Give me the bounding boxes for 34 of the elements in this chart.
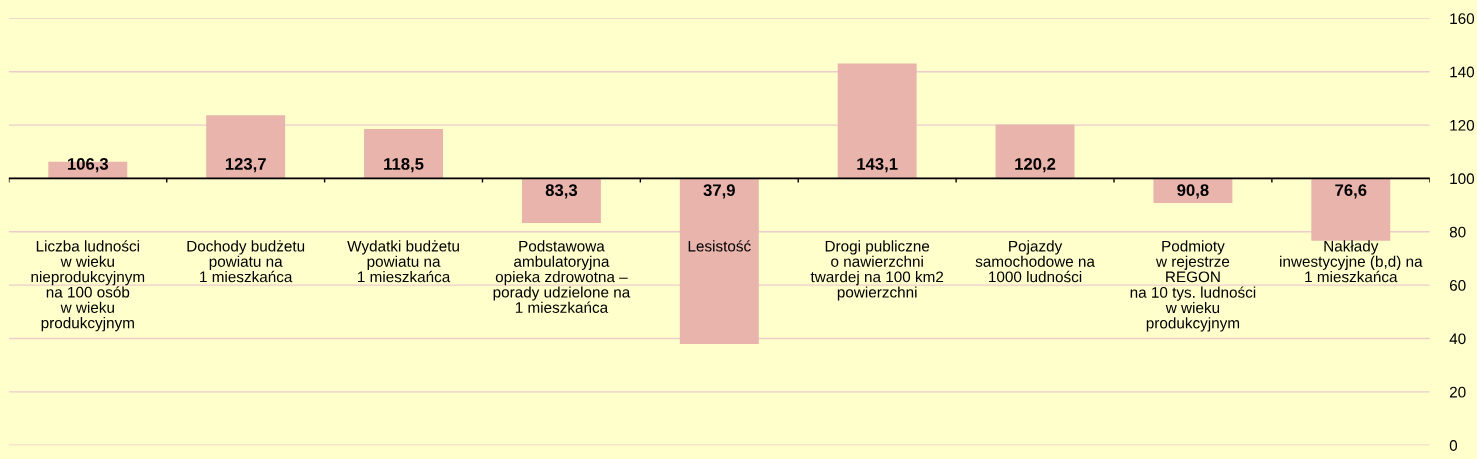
y-tick-label: 0 [1449,440,1458,451]
data-label: 143,1 [857,158,898,173]
data-label: 90,8 [1177,184,1209,199]
y-tick-label: 120 [1450,119,1475,131]
y-tick-label: 140 [1450,66,1475,78]
data-label: 106,3 [68,158,109,173]
x-tick-label: Dochody budżetu powiatu na 1 mieszkańca [187,240,305,283]
bar [995,124,1075,179]
bar [1311,178,1391,241]
y-tick-label: 20 [1449,386,1466,398]
y-tick-label: 40 [1449,333,1466,345]
x-tick-label: Podmioty w rejestrze REGON na 10 tys. ludności w wieku produkcyjnym [1130,240,1256,332]
bar [206,115,286,179]
data-label: 120,2 [1015,158,1056,173]
x-tick-label: Pojazdy samochodowe na 1000 ludności [975,240,1095,283]
data-label: 37,9 [703,184,735,199]
data-label: 76,6 [1335,184,1367,199]
x-tick-label: Lesistość [688,240,751,252]
bar [679,178,759,345]
x-tick-label: Drogi publiczne o nawierzchni twardej na 100 km2 powierzchni [810,240,944,301]
y-tick-label: 80 [1449,226,1466,238]
x-tick-label: Nakłady inwestycyjne (b,d) na 1 mieszkańca [1280,240,1423,283]
y-tick-label: 100 [1450,173,1475,185]
x-tick-label: Wydatki budżetu powiatu na 1 mieszkańca [347,240,459,283]
data-label: 118,5 [384,158,424,173]
bar [837,63,917,179]
bar [521,178,601,223]
x-tick-label: Podstawowa ambulatoryjna opieka zdrowotna – porady udzielone na 1 mieszkańca [493,240,631,313]
y-tick-label: 60 [1449,280,1466,291]
y-tick-label: 160 [1450,13,1475,25]
bar [364,129,444,179]
data-label: 83,3 [545,184,578,199]
data-label: 123,7 [225,158,266,173]
x-tick-label: Liczba ludności w wieku nieprodukcyjnym na 100 osób w wieku produkcyjnym [31,240,145,332]
